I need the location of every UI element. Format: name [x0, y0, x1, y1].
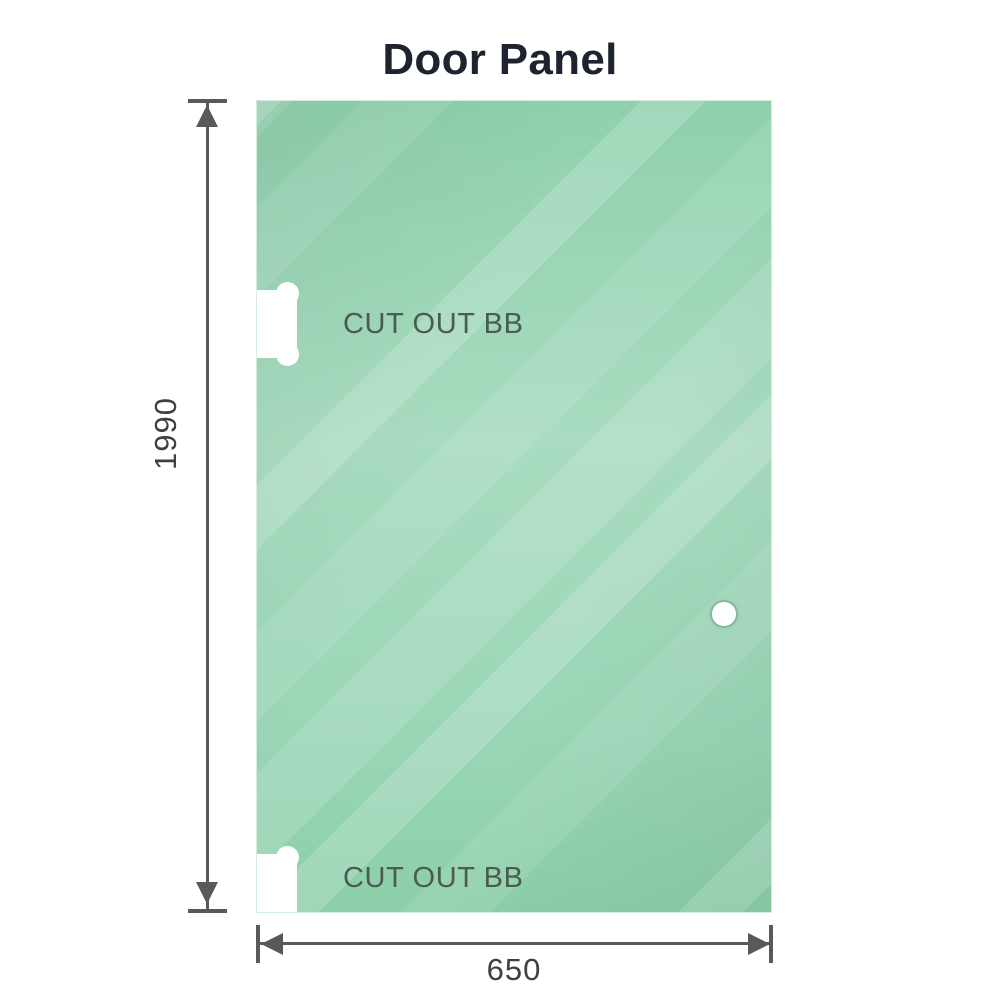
arrow-up-icon	[196, 105, 218, 127]
width-dimension-tick-left	[256, 925, 260, 963]
width-dimension-label: 650	[486, 952, 542, 987]
height-dimension-tick-bottom	[188, 909, 227, 913]
glass-sheen-secondary-icon	[257, 101, 771, 912]
arrow-right-icon	[748, 933, 770, 955]
cutout-lower-knob-top-icon	[276, 846, 299, 869]
glass-sheen-icon	[257, 101, 771, 912]
glass-shading-overlay	[257, 101, 771, 912]
glass-panel: CUT OUT BB CUT OUT BB	[257, 101, 771, 912]
height-dimension-label: 1990	[148, 397, 183, 470]
cutout-upper-label: CUT OUT BB	[343, 308, 524, 340]
height-dimension-line	[206, 101, 209, 912]
page-title: Door Panel	[382, 35, 618, 84]
width-dimension-line	[257, 942, 771, 945]
cutout-upper-knob-bottom-icon	[276, 343, 299, 366]
height-dimension-tick-top	[188, 99, 227, 103]
handle-hole-icon	[712, 602, 736, 626]
arrow-down-icon	[196, 882, 218, 904]
width-dimension-tick-right	[769, 925, 773, 963]
arrow-left-icon	[261, 933, 283, 955]
cutout-lower-knob-bottom-icon	[276, 907, 299, 912]
cutout-upper-knob-top-icon	[276, 282, 299, 305]
cutout-lower	[257, 846, 299, 912]
cutout-lower-label: CUT OUT BB	[343, 862, 524, 894]
cutout-upper	[257, 282, 299, 366]
